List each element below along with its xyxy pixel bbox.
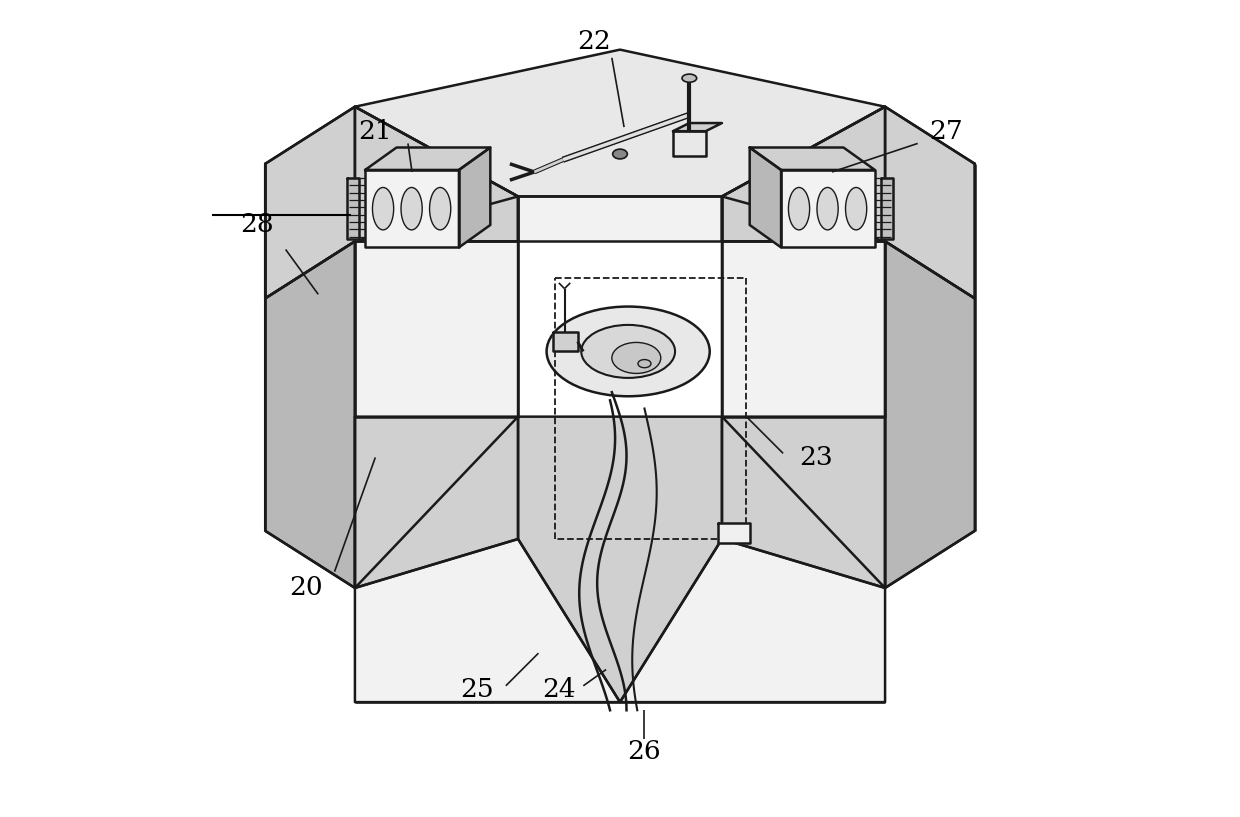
Polygon shape: [365, 170, 459, 248]
Polygon shape: [265, 241, 355, 588]
Ellipse shape: [547, 306, 709, 396]
Polygon shape: [718, 523, 750, 543]
Polygon shape: [781, 170, 875, 248]
Ellipse shape: [372, 187, 393, 230]
Polygon shape: [722, 107, 885, 241]
Polygon shape: [518, 196, 722, 241]
Polygon shape: [722, 196, 885, 588]
Polygon shape: [750, 148, 875, 170]
Text: 20: 20: [289, 575, 322, 600]
Text: 28: 28: [241, 212, 274, 238]
Polygon shape: [265, 107, 518, 298]
Polygon shape: [518, 417, 722, 702]
Ellipse shape: [682, 74, 697, 83]
Polygon shape: [553, 332, 578, 351]
Polygon shape: [885, 241, 975, 588]
Ellipse shape: [401, 187, 422, 230]
Polygon shape: [722, 417, 885, 588]
Text: 21: 21: [358, 118, 392, 144]
Polygon shape: [459, 148, 490, 248]
Ellipse shape: [582, 325, 675, 378]
Ellipse shape: [637, 359, 651, 368]
Polygon shape: [365, 148, 490, 170]
Polygon shape: [620, 539, 885, 702]
Ellipse shape: [613, 150, 627, 159]
Text: 26: 26: [627, 739, 661, 764]
Polygon shape: [355, 50, 885, 196]
Polygon shape: [722, 241, 885, 417]
Polygon shape: [750, 148, 781, 248]
Polygon shape: [673, 123, 722, 132]
Ellipse shape: [611, 342, 661, 373]
Ellipse shape: [817, 187, 838, 230]
Ellipse shape: [429, 187, 451, 230]
Text: 22: 22: [577, 29, 611, 54]
Ellipse shape: [846, 187, 867, 230]
Polygon shape: [885, 107, 975, 298]
Text: 24: 24: [542, 677, 575, 703]
Polygon shape: [355, 50, 885, 237]
Text: 27: 27: [929, 118, 963, 144]
Polygon shape: [355, 107, 518, 241]
Polygon shape: [673, 132, 706, 156]
Polygon shape: [355, 417, 518, 588]
Polygon shape: [355, 196, 518, 588]
Polygon shape: [355, 241, 518, 417]
Text: 23: 23: [799, 445, 832, 470]
Polygon shape: [347, 178, 358, 239]
Polygon shape: [722, 107, 975, 298]
Ellipse shape: [789, 187, 810, 230]
Polygon shape: [355, 539, 620, 702]
Text: 25: 25: [460, 677, 494, 703]
Polygon shape: [265, 107, 355, 298]
Polygon shape: [882, 178, 893, 239]
